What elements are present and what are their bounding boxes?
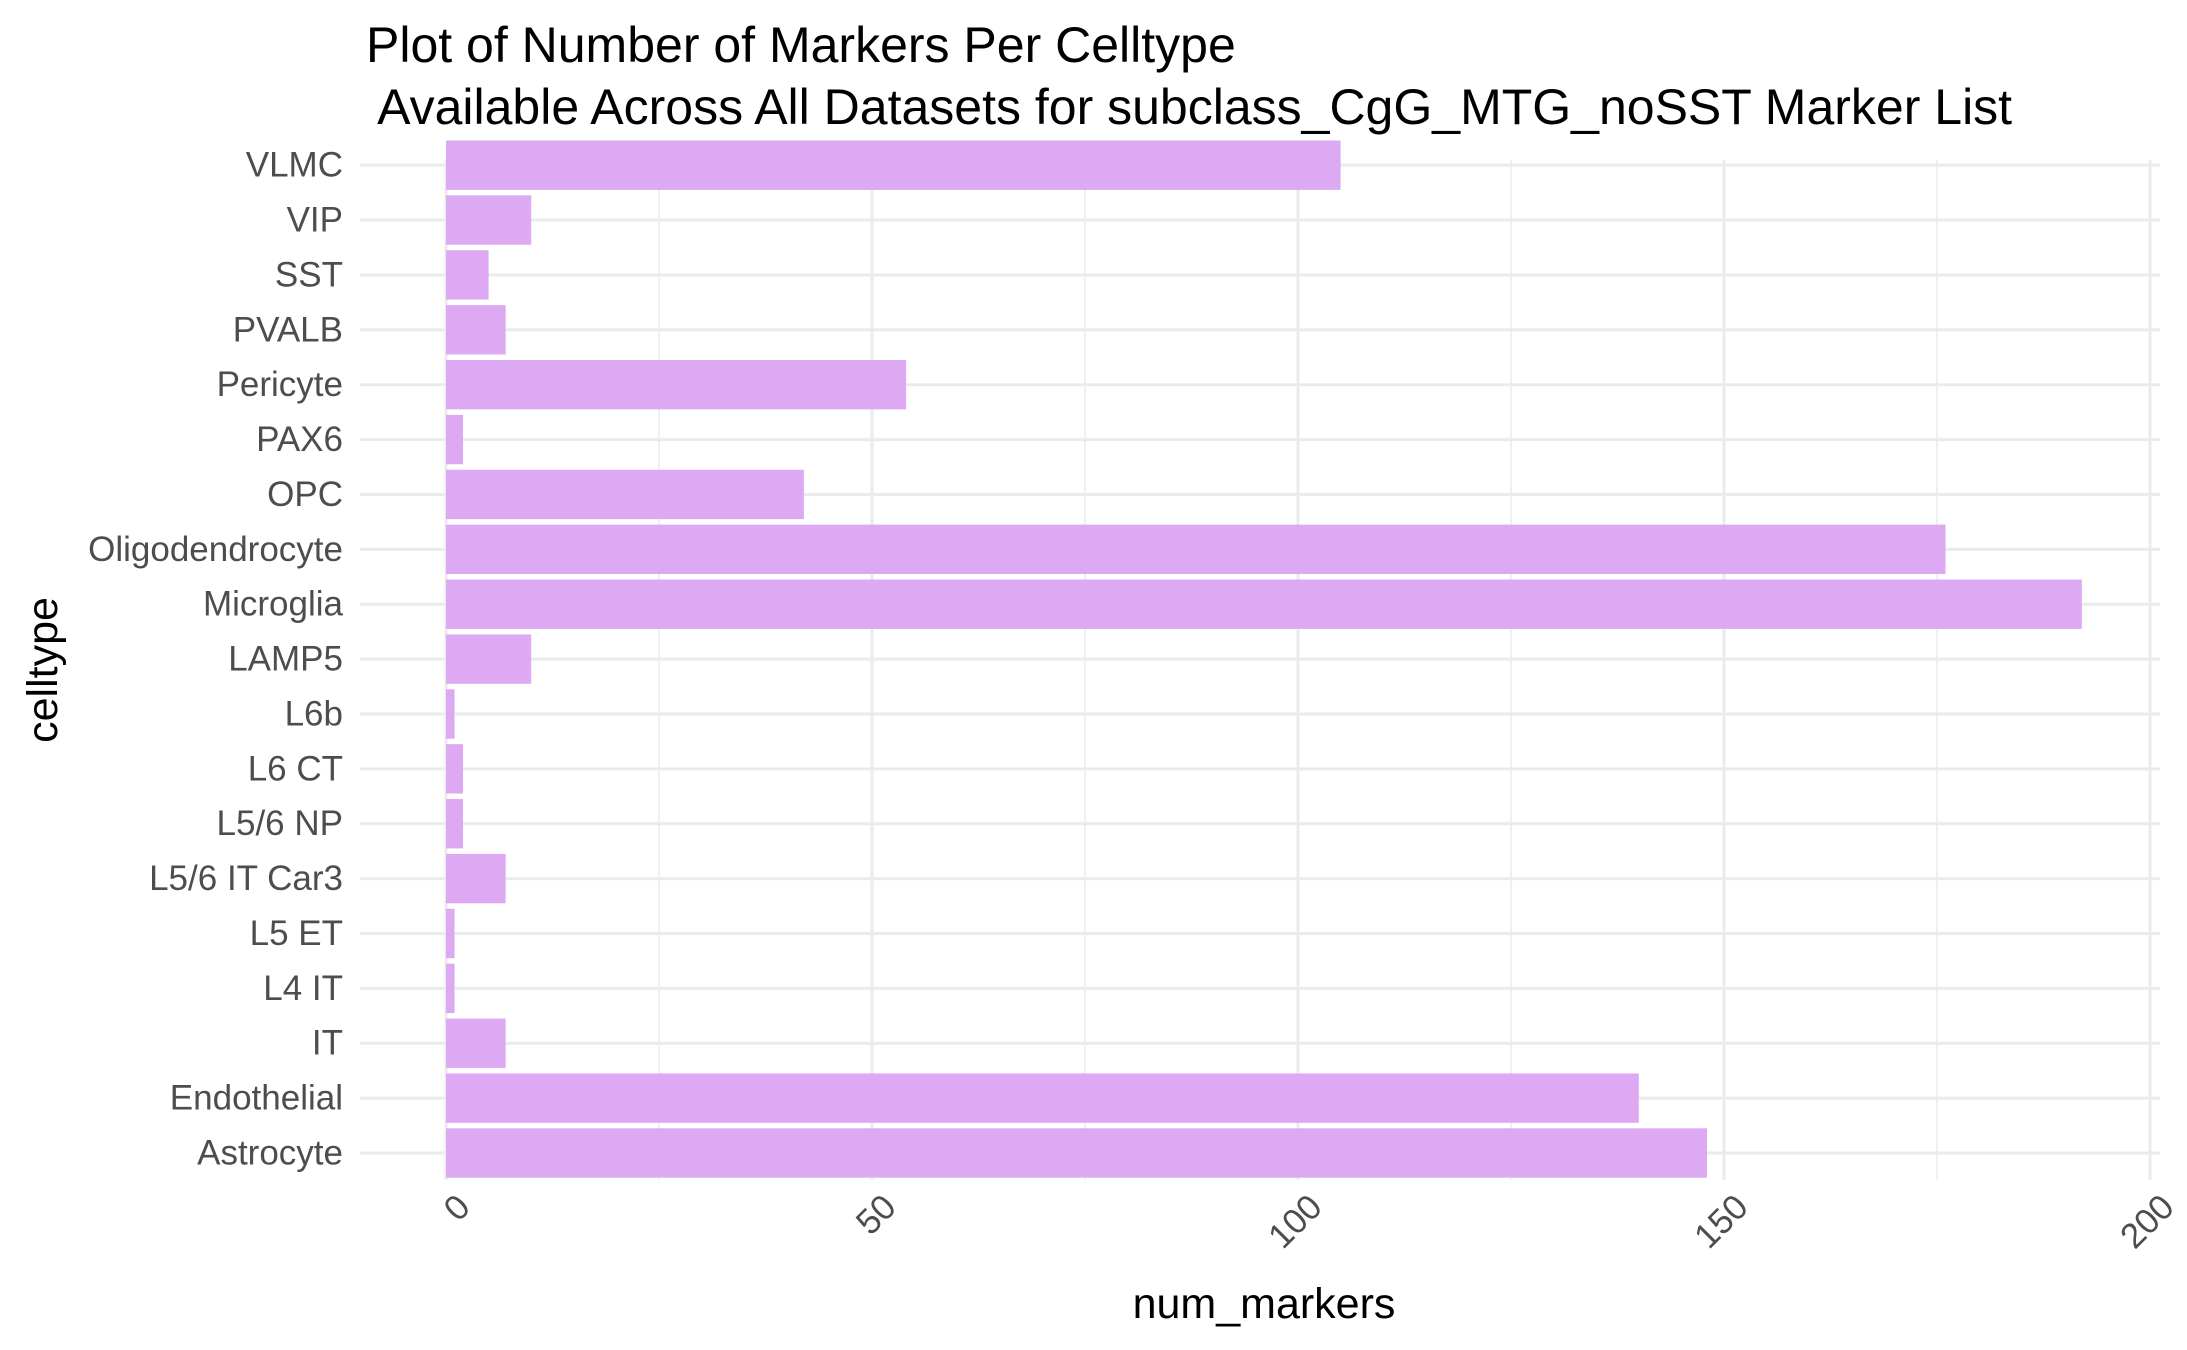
y-tick-label: L6 CT [248, 749, 343, 788]
bar-pvalb [446, 305, 506, 355]
bar-pax6 [446, 414, 464, 465]
chart-title-line1: Plot of Number of Markers Per Celltype [366, 17, 1236, 73]
bar-l5-6-it-car3 [446, 853, 506, 904]
bar-l6-ct [446, 744, 464, 794]
x-tick-label: 100 [1261, 1187, 1330, 1256]
y-tick-label: L5 ET [250, 914, 343, 953]
y-tick-label: Astrocyte [197, 1134, 343, 1173]
y-tick-label: IT [312, 1024, 343, 1063]
x-tick-label: 0 [436, 1187, 477, 1228]
x-axis-title: num_markers [1133, 1280, 1396, 1328]
bars [446, 140, 2082, 1178]
grid-lines [360, 160, 2160, 1180]
x-tick-label: 200 [2113, 1187, 2182, 1256]
bar-opc [446, 469, 804, 520]
bar-astrocyte [446, 1128, 1707, 1178]
bar-vip [446, 195, 532, 245]
y-tick-label: L4 IT [263, 969, 343, 1008]
y-tick-label: VIP [287, 201, 343, 240]
y-tick-label: LAMP5 [228, 640, 343, 679]
bar-it [446, 1018, 506, 1068]
x-tick-label: 150 [1687, 1187, 1756, 1256]
bar-oligodendrocyte [446, 524, 1946, 575]
y-tick-label: L5/6 NP [217, 804, 343, 843]
y-tick-label: VLMC [246, 146, 343, 185]
y-axis-tick-labels: Astrocyte Endothelial IT L4 IT L5 ET L5/6 IT … [88, 146, 343, 1173]
y-axis-title: celltype [19, 597, 67, 743]
y-tick-label: Oligodendrocyte [88, 530, 343, 569]
bar-endothelial [446, 1073, 1639, 1123]
bar-l5-et [446, 908, 455, 959]
x-axis-tick-labels: 0 50 100 150 200 [436, 1187, 2181, 1256]
y-tick-label: OPC [267, 475, 343, 514]
bar-vlmc [446, 140, 1341, 190]
bar-l5-6-np [446, 799, 464, 849]
bar-pericyte [446, 360, 907, 410]
y-tick-label: Endothelial [170, 1079, 343, 1118]
y-tick-label: SST [275, 255, 343, 294]
x-tick-label: 50 [849, 1187, 904, 1242]
bar-microglia [446, 579, 2082, 629]
bar-lamp5 [446, 634, 532, 684]
bar-l4-it [446, 963, 455, 1014]
bar-l6b [446, 689, 455, 739]
y-tick-label: Microglia [203, 585, 344, 624]
y-tick-label: L5/6 IT Car3 [149, 859, 343, 898]
chart-title-line2: Available Across All Datasets for subcla… [366, 79, 2012, 135]
y-tick-label: L6b [285, 694, 343, 733]
bar-sst [446, 250, 489, 300]
y-tick-label: PVALB [233, 310, 343, 349]
y-tick-label: PAX6 [256, 420, 343, 459]
y-tick-label: Pericyte [217, 365, 343, 404]
